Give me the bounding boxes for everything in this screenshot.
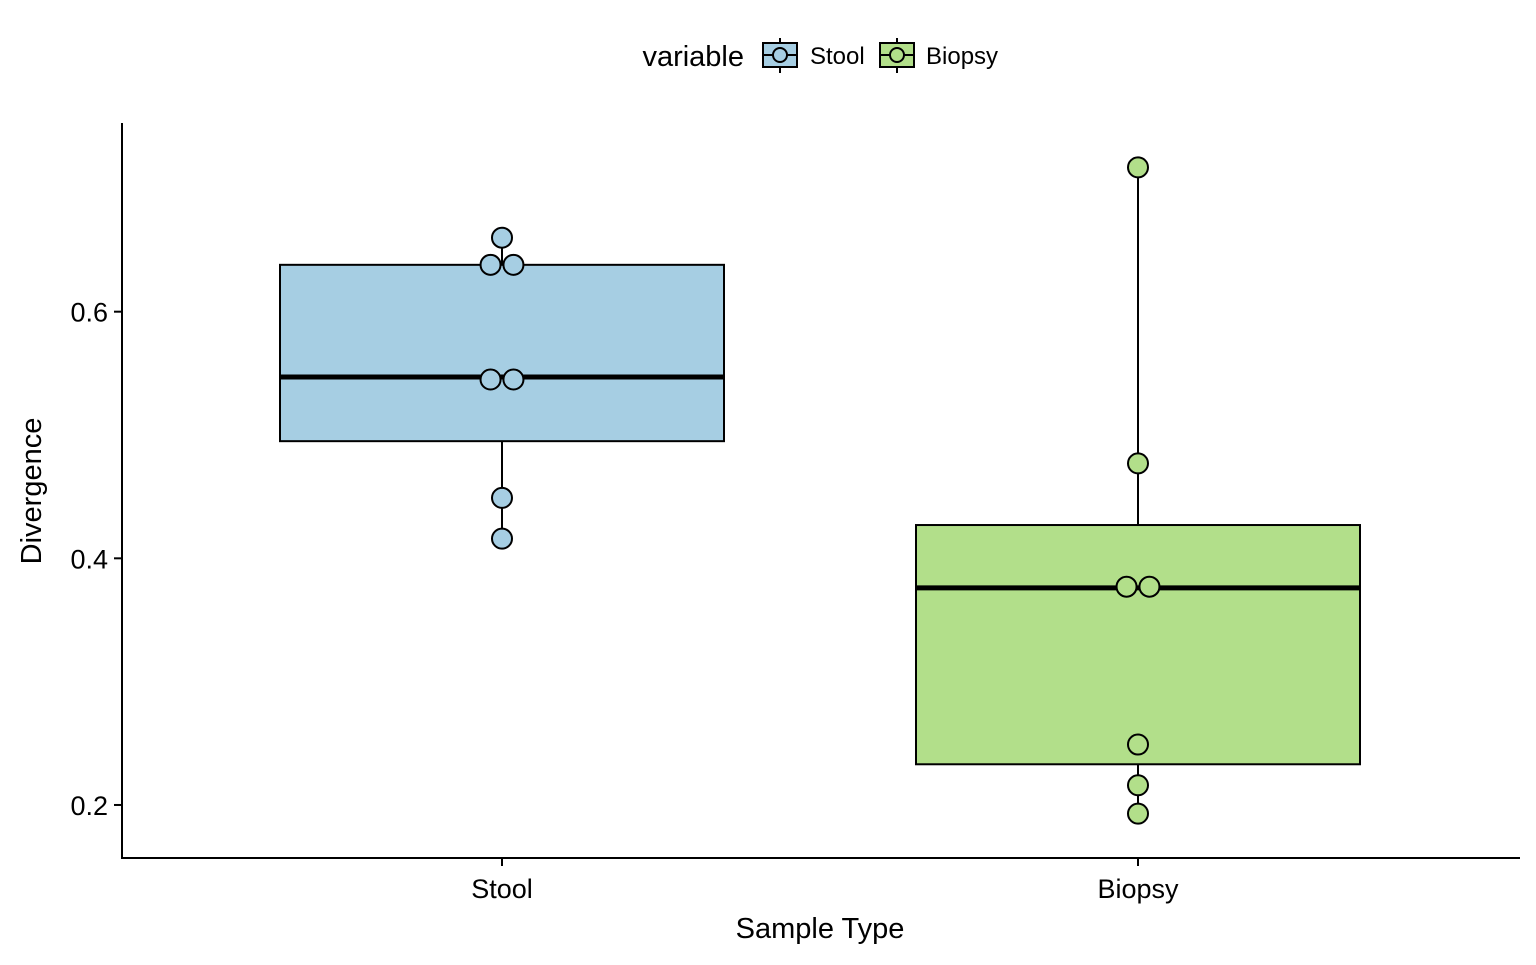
box-biopsy — [915, 167, 1361, 814]
y-ticks: 0.2 0.4 0.6 — [70, 298, 122, 821]
legend-label-biopsy: Biopsy — [926, 43, 998, 70]
data-point-stool — [479, 368, 502, 391]
legend-title: variable — [642, 41, 744, 73]
box-stool — [279, 237, 725, 539]
point-group — [479, 156, 1161, 825]
legend-items: Stool Biopsy — [762, 38, 998, 73]
legend-label-stool: Stool — [810, 43, 865, 70]
data-point-biopsy — [1127, 802, 1149, 825]
x-axis-title: Sample Type — [736, 913, 905, 945]
legend-key-biopsy — [879, 38, 915, 73]
data-point-biopsy — [1127, 774, 1149, 797]
box-body — [915, 524, 1361, 766]
data-point-stool — [479, 253, 502, 276]
box-body — [279, 263, 725, 443]
data-point-biopsy — [1115, 575, 1138, 598]
x-tick-label: Biopsy — [1097, 874, 1179, 904]
data-point-biopsy — [1127, 452, 1149, 475]
data-point-stool — [491, 226, 513, 249]
legend-key-stool — [762, 38, 798, 73]
axes: 0.2 0.4 0.6 Stool Biopsy Sample Type Diverg… — [16, 123, 1520, 945]
plot-area — [279, 156, 1361, 825]
x-ticks: Stool Biopsy — [471, 858, 1179, 904]
legend-item-biopsy: Biopsy — [879, 38, 998, 73]
data-point-stool — [502, 368, 525, 391]
y-tick-label: 0.2 — [70, 791, 108, 821]
x-tick-label: Stool — [471, 874, 533, 904]
data-point-stool — [491, 527, 513, 550]
y-tick-label: 0.4 — [70, 544, 108, 574]
data-point-stool — [502, 253, 525, 276]
y-axis-title: Divergence — [16, 418, 48, 565]
legend-item-stool: Stool — [762, 38, 865, 73]
data-point-biopsy — [1138, 575, 1161, 598]
box-group — [279, 167, 1361, 814]
data-point-biopsy — [1127, 733, 1149, 756]
y-tick-label: 0.6 — [70, 298, 108, 328]
data-point-stool — [491, 486, 513, 509]
data-point-biopsy — [1127, 156, 1149, 179]
legend: variable Stool Biopsy — [642, 38, 998, 73]
